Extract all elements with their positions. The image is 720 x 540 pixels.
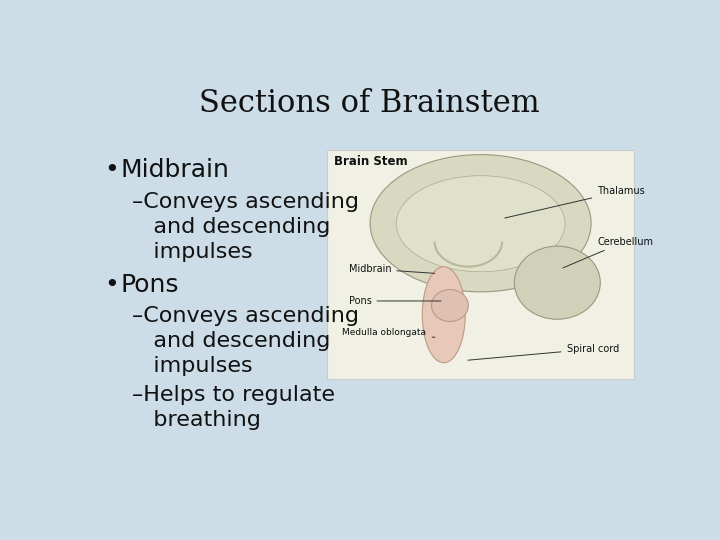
Ellipse shape	[431, 289, 468, 321]
Text: •: •	[104, 273, 119, 296]
Text: –Conveys ascending: –Conveys ascending	[132, 192, 359, 212]
Text: Pons: Pons	[348, 296, 441, 306]
Text: Sections of Brainstem: Sections of Brainstem	[199, 87, 539, 119]
Text: impulses: impulses	[132, 356, 253, 376]
Text: Brain Stem: Brain Stem	[334, 155, 408, 168]
Ellipse shape	[370, 154, 591, 292]
Text: •: •	[104, 158, 119, 183]
Text: Medulla oblongata: Medulla oblongata	[343, 328, 435, 338]
Ellipse shape	[396, 176, 565, 272]
Text: Thalamus: Thalamus	[505, 186, 645, 218]
Text: Midbrain: Midbrain	[121, 158, 230, 183]
Text: Pons: Pons	[121, 273, 179, 296]
Text: Spiral cord: Spiral cord	[468, 344, 618, 360]
Text: and descending: and descending	[132, 331, 330, 351]
Ellipse shape	[423, 267, 465, 363]
Text: impulses: impulses	[132, 241, 253, 261]
Text: –Conveys ascending: –Conveys ascending	[132, 306, 359, 326]
Text: –Helps to regulate: –Helps to regulate	[132, 385, 335, 405]
Text: Cerebellum: Cerebellum	[563, 237, 653, 268]
Text: breathing: breathing	[132, 410, 261, 430]
Ellipse shape	[514, 246, 600, 319]
Text: Midbrain: Midbrain	[348, 264, 435, 274]
Bar	[327, 150, 634, 379]
Text: and descending: and descending	[132, 217, 330, 237]
